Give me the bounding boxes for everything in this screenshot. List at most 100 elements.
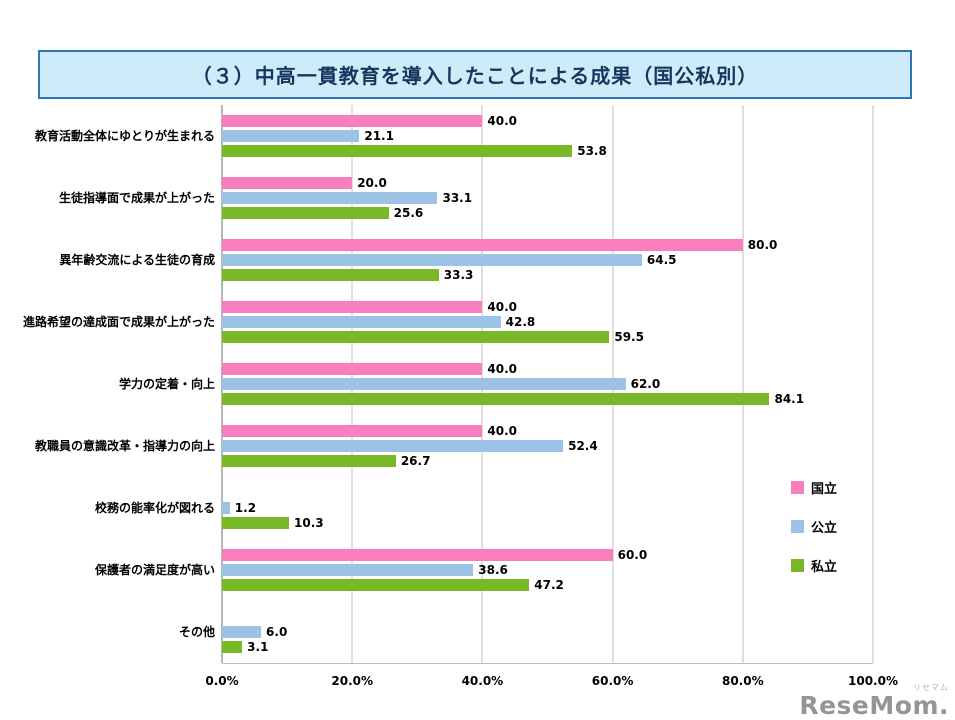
bar-slot: 1.2 <box>222 501 873 516</box>
legend-swatch <box>791 481 804 494</box>
legend: 国立 公立 私立 <box>791 481 838 575</box>
x-tick-label: 0.0% <box>205 674 239 688</box>
bar-slot: 21.1 <box>222 129 873 144</box>
value-label: 40.0 <box>487 362 517 376</box>
legend-label: 公立 <box>811 521 838 536</box>
bar-slot: 40.0 <box>222 362 873 377</box>
bar-私立 <box>222 269 439 281</box>
value-label: 47.2 <box>534 578 564 592</box>
legend-label: 国立 <box>811 482 838 497</box>
bar-slot: 53.8 <box>222 144 873 159</box>
bar-slot: 84.1 <box>222 392 873 407</box>
bar-group: 40.0 21.1 53.8 <box>222 114 873 159</box>
chart-row: 教育活動全体にゆとりが生まれる 40.0 21.1 53.8 <box>0 105 955 167</box>
bar-国立 <box>222 301 483 313</box>
category-label: その他 <box>178 624 215 639</box>
bar-私立 <box>222 517 290 529</box>
gridline <box>872 105 874 663</box>
value-label: 60.0 <box>617 548 648 562</box>
chart: 教育活動全体にゆとりが生まれる 40.0 21.1 53.8 生徒指導面で成果が上がった… <box>0 92 955 697</box>
value-label: 26.7 <box>400 454 431 468</box>
value-label: 40.0 <box>487 114 517 128</box>
bar-公立 <box>222 502 230 514</box>
bar-公立 <box>222 192 438 204</box>
value-label: 10.3 <box>294 516 324 530</box>
x-tick-label: 100.0% <box>848 674 898 688</box>
bar-私立 <box>222 579 530 591</box>
bar-slot: 3.1 <box>222 640 873 655</box>
chart-row: 校務の能率化が図れる 1.2 10.3 <box>0 477 955 539</box>
bar-国立 <box>222 425 483 437</box>
category-label: 生徒指導面で成果が上がった <box>58 190 215 205</box>
category-label: 異年齢交流による生徒の育成 <box>59 252 215 267</box>
bar-私立 <box>222 455 396 467</box>
category-label: 教育活動全体にゆとりが生まれる <box>34 128 215 143</box>
bar-公立 <box>222 440 564 452</box>
watermark-text: ReseMom. <box>799 691 949 720</box>
chart-title: （３）中高一貫教育を導入したことによる成果（国公私別） <box>38 50 912 99</box>
bar-私立 <box>222 145 573 157</box>
bar-slot: 52.4 <box>222 439 873 454</box>
value-label: 84.1 <box>774 392 805 406</box>
bar-公立 <box>222 130 360 142</box>
value-label: 52.4 <box>568 439 598 453</box>
bar-slot: 26.7 <box>222 454 873 469</box>
bar-group: 40.0 52.4 26.7 <box>222 424 873 469</box>
legend-item: 公立 <box>791 520 838 536</box>
bar-slot: 62.0 <box>222 377 873 392</box>
bar-国立 <box>222 115 483 127</box>
bar-group: 40.0 42.8 59.5 <box>222 300 873 345</box>
chart-row: 進路希望の達成面で成果が上がった 40.0 42.8 59.5 <box>0 291 955 353</box>
bar-group: 40.0 62.0 84.1 <box>222 362 873 407</box>
bar-slot <box>222 486 873 501</box>
value-label: 38.6 <box>478 563 508 577</box>
bar-国立 <box>222 549 613 561</box>
category-label: 校務の能率化が図れる <box>94 500 215 515</box>
category-label: 教職員の意識改革・指導力の向上 <box>34 438 215 453</box>
legend-swatch <box>791 559 804 572</box>
x-tick-label: 60.0% <box>591 674 634 688</box>
chart-rows: 教育活動全体にゆとりが生まれる 40.0 21.1 53.8 生徒指導面で成果が上がった… <box>0 92 955 663</box>
bar-group: 1.2 10.3 <box>222 486 873 531</box>
bar-私立 <box>222 331 610 343</box>
value-label: 64.5 <box>646 253 677 267</box>
value-label: 6.0 <box>266 625 288 639</box>
bar-公立 <box>222 316 501 328</box>
bar-group: 80.0 64.5 33.3 <box>222 238 873 283</box>
chart-title-text: （３）中高一貫教育を導入したことによる成果（国公私別） <box>191 64 759 88</box>
bar-公立 <box>222 564 474 576</box>
bar-slot <box>222 610 873 625</box>
bar-公立 <box>222 378 626 390</box>
value-label: 3.1 <box>247 640 269 654</box>
value-label: 1.2 <box>234 501 257 515</box>
chart-row: 異年齢交流による生徒の育成 80.0 64.5 33.3 <box>0 229 955 291</box>
bar-slot: 6.0 <box>222 625 873 640</box>
chart-row: 保護者の満足度が高い 60.0 38.6 47.2 <box>0 539 955 601</box>
x-tick-label: 20.0% <box>331 674 374 688</box>
gridline <box>742 105 744 663</box>
bar-slot: 60.0 <box>222 548 873 563</box>
bar-group: 60.0 38.6 47.2 <box>222 548 873 593</box>
chart-row: 学力の定着・向上 40.0 62.0 84.1 <box>0 353 955 415</box>
bar-slot: 40.0 <box>222 300 873 315</box>
bar-slot: 33.1 <box>222 191 873 206</box>
bar-group: 6.0 3.1 <box>222 610 873 655</box>
bar-slot: 33.3 <box>222 268 873 283</box>
x-tick-label: 80.0% <box>721 674 764 688</box>
chart-row: 生徒指導面で成果が上がった 20.0 33.1 25.6 <box>0 167 955 229</box>
bar-国立 <box>222 363 483 375</box>
bar-私立 <box>222 393 770 405</box>
bar-国立 <box>222 239 743 251</box>
x-axis: 0.0% 20.0% 40.0% 60.0% 80.0% 100.0% <box>205 670 898 692</box>
legend-label: 私立 <box>811 560 838 575</box>
value-label: 33.1 <box>442 191 473 205</box>
bar-slot: 40.0 <box>222 114 873 129</box>
value-label: 80.0 <box>747 238 778 252</box>
legend-item: 国立 <box>791 481 838 497</box>
bar-slot: 59.5 <box>222 330 873 345</box>
value-label: 53.8 <box>577 144 607 158</box>
value-label: 21.1 <box>364 129 394 143</box>
value-label: 62.0 <box>630 377 661 391</box>
bar-slot: 38.6 <box>222 563 873 578</box>
bar-group: 20.0 33.1 25.6 <box>222 176 873 221</box>
